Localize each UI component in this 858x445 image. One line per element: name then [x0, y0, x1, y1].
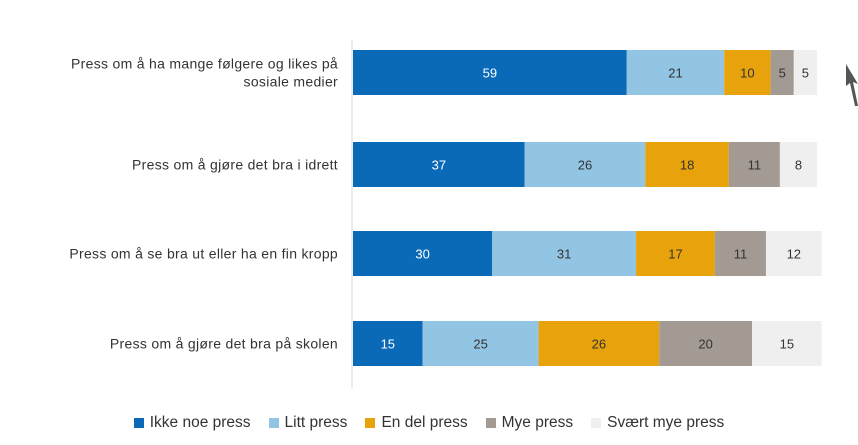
data-label: 5 [779, 66, 786, 81]
bar-segment [765, 231, 822, 276]
legend-item: Litt press [268, 414, 348, 432]
bar-segment [714, 231, 766, 276]
bar-segment [626, 50, 725, 95]
data-label: 5 [802, 66, 809, 81]
legend-item: Svært mye press [591, 414, 724, 432]
legend-label: Litt press [284, 414, 348, 431]
bar-segment [724, 50, 771, 95]
bar-segment [353, 321, 423, 366]
data-label: 11 [748, 158, 762, 173]
legend-label: En del press [381, 414, 468, 431]
bar-segment [353, 231, 493, 276]
data-label: 21 [668, 66, 682, 81]
bar-segment [752, 321, 822, 366]
legend-label: Ikke noe press [149, 414, 251, 431]
data-label: 26 [578, 158, 592, 173]
legend-item: Ikke noe press [133, 414, 251, 432]
legend-swatch [365, 418, 376, 428]
category-label: sosiale medier [244, 74, 338, 90]
category-label: Press om å se bra ut eller ha en fin kro… [69, 246, 338, 262]
data-label: 37 [432, 158, 446, 173]
data-label: 59 [483, 66, 497, 81]
bar-segment [353, 50, 627, 95]
legend-label: Svært mye press [607, 414, 725, 431]
bar-segment [645, 142, 729, 187]
data-label: 17 [668, 247, 682, 262]
data-label: 20 [698, 337, 712, 352]
stacked-bar-chart: Press om å ha mange følgere og likes på s… [69, 40, 822, 388]
bars: 59 21 10 5 5 37 26 18 11 8 30 31 17 11 12 15 25 26 20 15 [353, 50, 822, 366]
legend-swatch [268, 418, 279, 428]
bar-segment [728, 142, 780, 187]
data-label: 31 [557, 247, 571, 262]
legend-item: En del press [365, 414, 468, 432]
legend-label: Mye press [501, 414, 574, 431]
legend-swatch [133, 418, 144, 428]
bar-segment [524, 142, 646, 187]
bar-segment [636, 231, 715, 276]
legend-item: Mye press [485, 414, 574, 432]
category-label: Press om å gjøre det bra på skolen [110, 336, 338, 352]
legend-swatch [485, 418, 496, 428]
data-label: 18 [680, 158, 694, 173]
data-label: 15 [381, 337, 395, 352]
data-label: 8 [795, 158, 802, 173]
bar-segment [422, 321, 539, 366]
bar-segment [353, 142, 525, 187]
data-label: 26 [592, 337, 606, 352]
category-label: Press om å gjøre det bra i idrett [132, 157, 338, 173]
bar-segment [770, 50, 794, 95]
data-label: 12 [787, 247, 801, 262]
arrow-cursor-icon [846, 64, 858, 106]
bar-segment [793, 50, 817, 95]
data-label: 30 [415, 247, 429, 262]
legend: Ikke noe press Litt press En del press Mye … [0, 408, 858, 438]
data-label: 15 [780, 337, 794, 352]
data-label: 11 [734, 247, 748, 262]
legend-swatch [591, 418, 602, 428]
category-labels: Press om å ha mange følgere og likes på s… [69, 56, 338, 352]
bar-segment [779, 142, 817, 187]
data-label: 10 [740, 66, 754, 81]
category-label: Press om å ha mange følgere og likes på [71, 56, 338, 72]
bar-segment [492, 231, 637, 276]
data-label: 25 [473, 337, 487, 352]
bar-segment [659, 321, 753, 366]
bar-segment [538, 321, 660, 366]
